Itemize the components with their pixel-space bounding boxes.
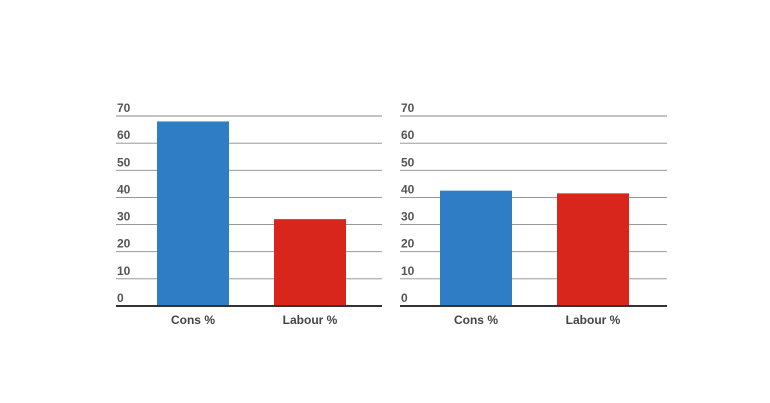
y-tick-label: 40 [117,182,131,196]
y-tick-label: 10 [401,264,415,278]
chart-right: 0 10 20 30 40 50 60 70 Cons % Labour % [400,101,667,327]
x-category-label: Labour % [566,313,621,327]
y-tick-label: 10 [117,264,131,278]
y-tick-label: 20 [401,237,415,251]
y-tick-label: 60 [401,128,415,142]
y-tick-label: 0 [401,291,408,305]
bar-labour [557,193,629,306]
y-tick-label: 70 [117,101,131,115]
bar-cons [440,190,512,306]
y-tick-label: 20 [117,237,131,251]
y-tick-label: 50 [117,155,131,169]
x-category-label: Cons % [454,313,498,327]
y-tick-label: 60 [117,128,131,142]
x-category-label: Cons % [171,313,215,327]
y-tick-label: 30 [401,210,415,224]
y-tick-label: 70 [401,101,415,115]
chart-left: 0 10 20 30 40 50 60 70 Cons % Labour % [116,101,382,327]
y-tick-label: 0 [117,291,124,305]
bar-cons [157,121,229,306]
x-category-label: Labour % [283,313,338,327]
y-tick-label: 50 [401,155,415,169]
y-tick-label: 40 [401,182,415,196]
y-tick-label: 30 [117,210,131,224]
bar-labour [274,219,346,306]
